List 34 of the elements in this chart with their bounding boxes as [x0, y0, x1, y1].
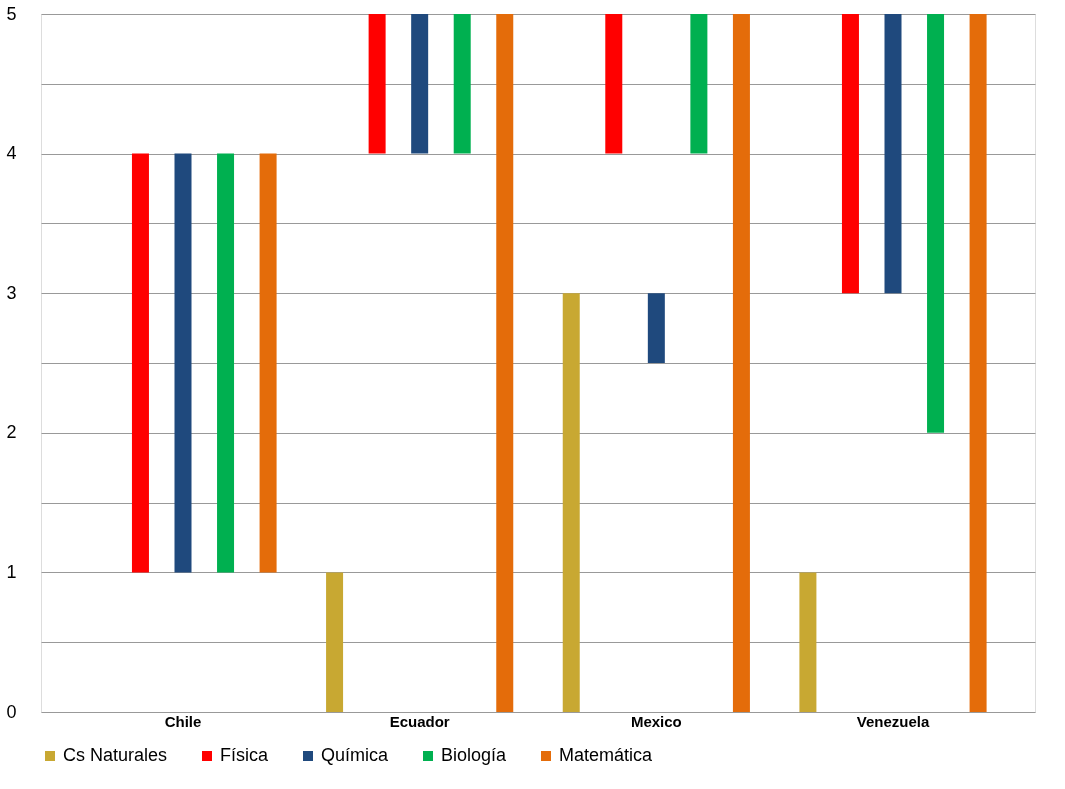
bar [411, 14, 429, 154]
bar [647, 293, 665, 363]
bar [927, 14, 945, 433]
legend-label: Física [220, 745, 269, 765]
bar [453, 14, 471, 154]
y-tick-label: 0 [6, 701, 17, 722]
x-tick-label: Venezuela [856, 712, 930, 730]
bar [732, 14, 750, 712]
legend-label: Biología [441, 745, 508, 765]
bar [841, 14, 859, 294]
bar [605, 14, 623, 154]
bar [690, 14, 708, 154]
bar [368, 14, 386, 154]
x-tick-label: Ecuador [389, 712, 450, 730]
bar [259, 153, 277, 573]
bar [562, 293, 580, 712]
legend-label: Matemática [559, 745, 654, 765]
bar [131, 153, 149, 573]
bar [799, 572, 817, 712]
bar [326, 572, 344, 712]
y-tick-label: 5 [6, 3, 17, 24]
bar [174, 153, 192, 573]
y-tick-label: 3 [6, 282, 17, 303]
bar [969, 14, 987, 712]
legend-label: Cs Naturales [63, 745, 168, 765]
y-tick-label: 2 [6, 422, 17, 443]
bar [217, 153, 235, 573]
x-tick-label: Mexico [630, 712, 682, 730]
bar [496, 14, 514, 712]
y-tick-label: 1 [6, 561, 17, 582]
x-tick-label: Chile [164, 712, 202, 730]
bar [884, 14, 902, 294]
y-tick-label: 4 [6, 143, 17, 164]
legend-label: Química [321, 745, 390, 765]
